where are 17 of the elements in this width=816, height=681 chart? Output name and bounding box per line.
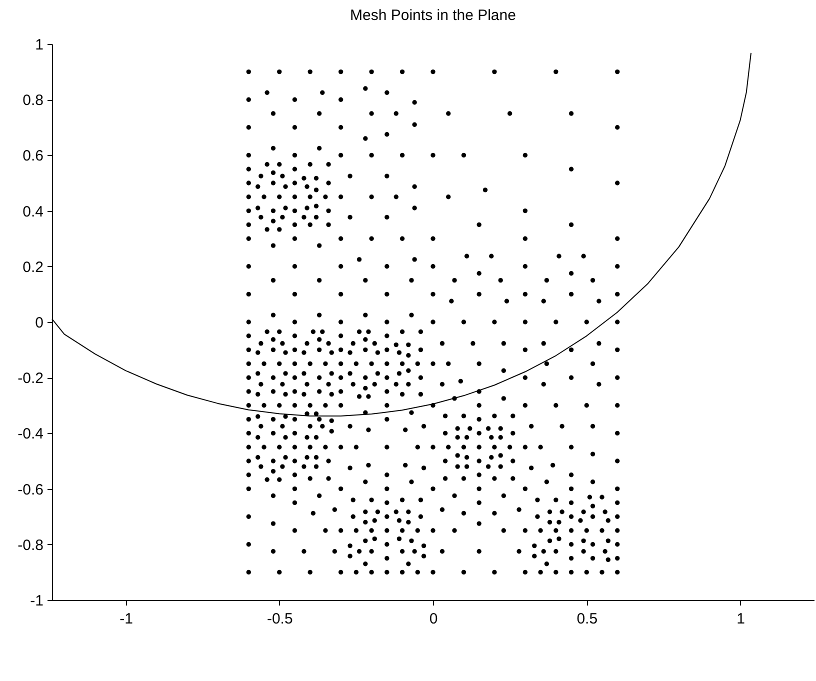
y-tick-label: 0 (35, 314, 44, 332)
chart-title: Mesh Points in the Plane (350, 7, 516, 24)
x-tick-label: 0.5 (576, 610, 598, 628)
y-tick-label: -0.2 (18, 370, 44, 388)
y-tick-label: -0.6 (18, 481, 44, 498)
y-tick-label: -1 (30, 592, 44, 610)
y-tick-label: 0.4 (22, 203, 44, 220)
y-tick-label: 1 (35, 36, 44, 54)
y-tick-label: -0.4 (18, 426, 44, 443)
x-tick-label: -1 (120, 610, 133, 628)
x-tick-label: 0 (429, 610, 438, 628)
y-tick-label: -0.8 (18, 536, 44, 554)
y-tick-label: 0.6 (22, 148, 44, 165)
x-tick-label: -0.5 (266, 610, 293, 628)
y-tick-label: 0.2 (22, 258, 44, 276)
x-tick-label: 1 (736, 610, 745, 628)
y-tick-label: 0.8 (22, 92, 44, 110)
